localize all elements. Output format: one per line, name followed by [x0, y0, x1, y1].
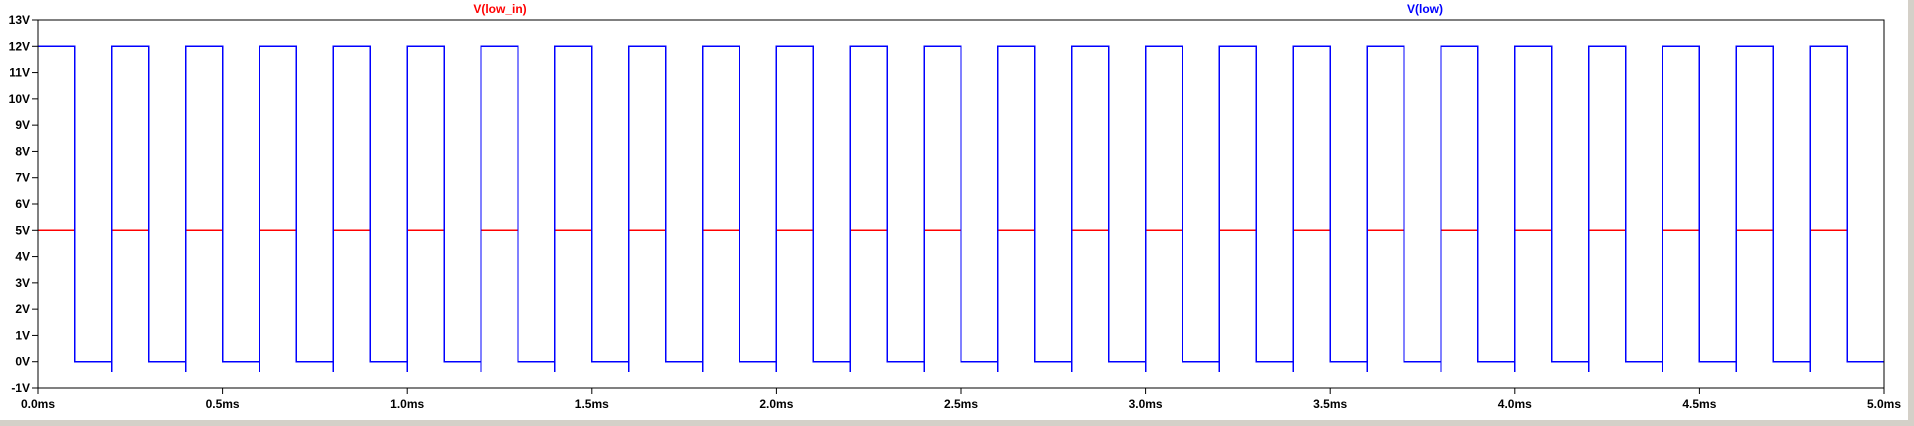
y-tick-label: 11V [9, 66, 30, 80]
x-tick-label: 4.5ms [1682, 397, 1716, 411]
y-tick-label: 3V [15, 276, 30, 290]
x-tick-label: 5.0ms [1867, 397, 1901, 411]
y-tick-label: 7V [15, 171, 30, 185]
y-tick-label: 6V [15, 197, 30, 211]
y-tick-label: 0V [15, 355, 30, 369]
y-tick-label: 12V [9, 39, 30, 53]
y-tick-label: 5V [15, 223, 30, 237]
y-axis: 13V 12V 11V 10V 9V 8V 7V 6V 5V 4V 3V 2V 1V 0V -1V [9, 13, 38, 395]
x-axis: 0.0ms 0.5ms 1.0ms 1.5ms 2.0ms 2.5ms 3.0ms 3.5ms… [21, 388, 1901, 411]
trace-label[interactable]: V(low) [1407, 2, 1443, 16]
y-tick-label: -1V [11, 381, 30, 395]
x-tick-label: 3.5ms [1313, 397, 1347, 411]
x-tick-label: 2.5ms [944, 397, 978, 411]
x-tick-label: 1.5ms [575, 397, 609, 411]
x-tick-label: 2.0ms [759, 397, 793, 411]
y-tick-label: 1V [15, 328, 30, 342]
y-tick-label: 9V [15, 118, 30, 132]
y-tick-label: 8V [15, 144, 30, 158]
window-frame-bottom [0, 420, 1914, 426]
x-tick-label: 0.0ms [21, 397, 55, 411]
y-tick-label: 2V [15, 302, 30, 316]
x-tick-label: 1.0ms [390, 397, 424, 411]
window-frame-right [1908, 0, 1914, 426]
x-tick-label: 0.5ms [206, 397, 240, 411]
y-tick-label: 10V [9, 92, 30, 106]
y-tick-label: 13V [9, 13, 30, 27]
trace-layer [37, 45, 1884, 373]
trace-V(low) [37, 45, 1884, 373]
trace-label[interactable]: V(low_in) [473, 2, 526, 16]
trace-legend[interactable]: V(low_in) V(low) [473, 2, 1443, 16]
x-tick-label: 3.0ms [1129, 397, 1163, 411]
x-tick-label: 4.0ms [1498, 397, 1532, 411]
y-tick-label: 4V [15, 250, 30, 264]
plot-frame [37, 19, 1885, 389]
